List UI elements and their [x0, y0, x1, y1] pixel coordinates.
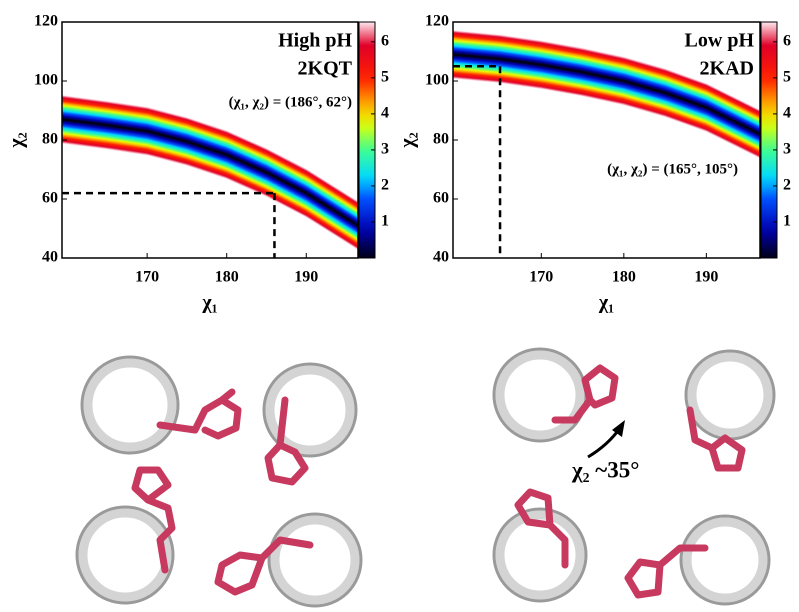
helix — [75, 505, 175, 605]
y-tick-label: 120 — [425, 13, 449, 30]
panel-label: 2KAD — [700, 58, 754, 80]
panel-label: Low pH — [685, 30, 755, 52]
band-center — [453, 53, 760, 135]
tryptophan — [624, 544, 709, 599]
x-axis-label: χ₁ — [598, 292, 614, 314]
colorbar-tick-label: 4 — [783, 105, 791, 122]
panel-label: High pH — [278, 30, 352, 52]
colorbar-tick-label: 3 — [783, 141, 791, 158]
x-axis-label: χ₁ — [201, 292, 217, 314]
y-tick-label: 100 — [34, 72, 58, 89]
helix — [687, 352, 773, 438]
colorbar-tick-label: 2 — [783, 177, 791, 194]
colorbar-tick-label: 1 — [381, 213, 389, 230]
colorbar — [358, 21, 376, 259]
x-tick-label: 190 — [294, 269, 318, 286]
arrow — [587, 427, 622, 459]
tryptophan — [686, 406, 746, 472]
annotation: χ₂ ~35° — [571, 457, 639, 482]
x-tick-label: 180 — [215, 269, 239, 286]
helix — [83, 358, 177, 452]
heatmap — [62, 94, 358, 250]
helix — [495, 350, 585, 440]
tryptophan — [551, 364, 619, 424]
point-label: (χ₁, χ₂) = (165°, 105°) — [607, 161, 738, 177]
y-tick-label: 120 — [34, 13, 58, 30]
helix — [262, 362, 358, 458]
helix — [265, 365, 355, 455]
helix — [267, 512, 363, 608]
colorbar-tick-label: 6 — [381, 32, 389, 49]
point-label: (χ₁, χ₂) = (186°, 62°) — [229, 94, 352, 110]
right-structure: χ₂ ~35° — [492, 347, 776, 606]
x-tick-label: 180 — [612, 269, 636, 286]
tryptophan — [264, 396, 309, 486]
helix — [495, 510, 585, 600]
x-tick-label: 170 — [135, 269, 159, 286]
tryptophan — [131, 466, 176, 574]
tryptophan — [156, 388, 242, 440]
x-tick-label: 190 — [694, 269, 718, 286]
helix — [80, 355, 180, 455]
colorbar-tick-label: 6 — [783, 32, 791, 49]
colorbar-tick-label: 2 — [381, 177, 389, 194]
helix — [684, 349, 776, 441]
colorbar-tick-label: 5 — [381, 69, 389, 86]
colorbar-tick-label: 3 — [381, 141, 389, 158]
helix — [679, 514, 771, 606]
panel-label: 2KQT — [298, 58, 353, 80]
heatmap — [453, 30, 760, 159]
y-tick-label: 80 — [433, 131, 449, 148]
x-tick-label: 170 — [529, 269, 553, 286]
y-tick-label: 40 — [433, 249, 449, 266]
y-axis-label: χ₂ — [6, 132, 28, 148]
y-tick-label: 40 — [42, 249, 58, 266]
colorbar-tick-label: 1 — [783, 213, 791, 230]
helix — [78, 508, 172, 602]
y-axis-label: χ₂ — [397, 132, 419, 148]
left-structure — [75, 355, 363, 608]
tryptophan — [514, 488, 569, 569]
colorbar-tick-label: 5 — [783, 69, 791, 86]
arrow-head — [612, 420, 625, 437]
colorbar — [760, 21, 778, 259]
y-tick-label: 60 — [42, 190, 58, 207]
band-center — [62, 118, 358, 227]
helix — [270, 515, 360, 605]
y-tick-label: 60 — [433, 190, 449, 207]
y-tick-label: 80 — [42, 131, 58, 148]
helix — [492, 347, 588, 443]
colorbar-tick-label: 4 — [381, 105, 389, 122]
helix — [492, 507, 588, 603]
tryptophan — [214, 536, 314, 596]
helix — [682, 517, 768, 603]
y-tick-label: 100 — [425, 72, 449, 89]
